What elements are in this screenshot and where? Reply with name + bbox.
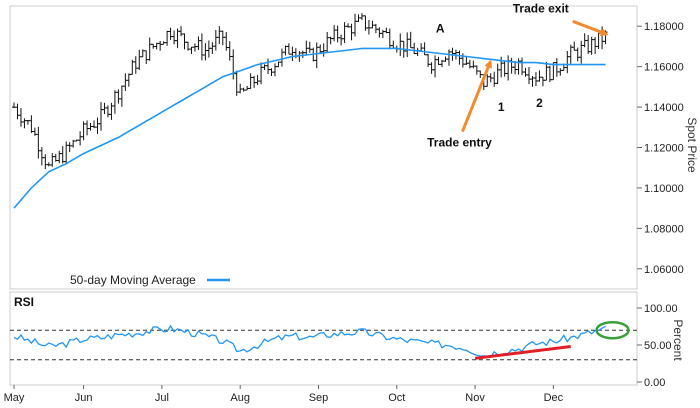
- x-tick-label: Sep: [309, 392, 329, 404]
- trade-entry-arrow: [461, 59, 492, 133]
- moving-average-line: [13, 47, 606, 209]
- rsi-highlight-circle: [595, 320, 630, 340]
- trade-exit-label: Trade exit: [513, 1, 569, 15]
- x-tick-label: Jul: [155, 392, 169, 404]
- x-tick-label: May: [4, 392, 25, 404]
- x-tick-label: Jun: [75, 392, 93, 404]
- annotation-A: A: [436, 21, 445, 35]
- price-tick-label: 1.12000: [644, 143, 684, 155]
- rsi-reference-lines: [10, 329, 637, 361]
- rsi-tick-label: 0.00: [644, 377, 665, 389]
- legend: 50-day Moving Average: [70, 273, 230, 287]
- rsi-axis-ticks: 100.00 50.00 0.00: [637, 303, 678, 389]
- price-tick-label: 1.08000: [644, 223, 684, 235]
- annotations: A 1 2 Trade entry Trade exit: [427, 1, 609, 150]
- trade-exit-arrow: [572, 19, 609, 36]
- price-axis-label: Spot Price: [685, 117, 699, 173]
- legend-label: 50-day Moving Average: [70, 273, 196, 287]
- rsi-panel-frame: [9, 291, 638, 386]
- price-tick-label: 1.14000: [644, 102, 684, 114]
- annotation-2: 2: [536, 96, 543, 110]
- x-tick-label: Dec: [544, 392, 564, 404]
- price-tick-label: 1.18000: [644, 21, 684, 33]
- price-axis-ticks: 1.18000 1.16000 1.14000 1.12000 1.10000 1.080…: [637, 21, 684, 276]
- trade-entry-label: Trade entry: [427, 136, 492, 150]
- annotation-1: 1: [498, 100, 505, 114]
- x-axis-ticks: May Jun Jul Aug Sep Oct Nov Dec: [4, 385, 564, 404]
- rsi-tick-label: 100.00: [644, 303, 678, 315]
- price-tick-label: 1.16000: [644, 62, 684, 74]
- price-panel: 1.18000 1.16000 1.14000 1.12000 1.10000 1.080…: [9, 1, 699, 290]
- rsi-panel: RSI 100.00 50.00 0.00 Percent: [9, 291, 685, 389]
- price-tick-label: 1.06000: [644, 264, 684, 276]
- price-tick-label: 1.10000: [644, 183, 684, 195]
- rsi-trend-line: [474, 344, 571, 360]
- rsi-tick-label: 50.00: [644, 340, 672, 352]
- x-tick-label: Aug: [230, 392, 250, 404]
- x-tick-label: Nov: [465, 392, 485, 404]
- x-tick-label: Oct: [388, 392, 405, 404]
- rsi-title: RSI: [14, 295, 34, 309]
- rsi-axis-label: Percent: [671, 319, 685, 361]
